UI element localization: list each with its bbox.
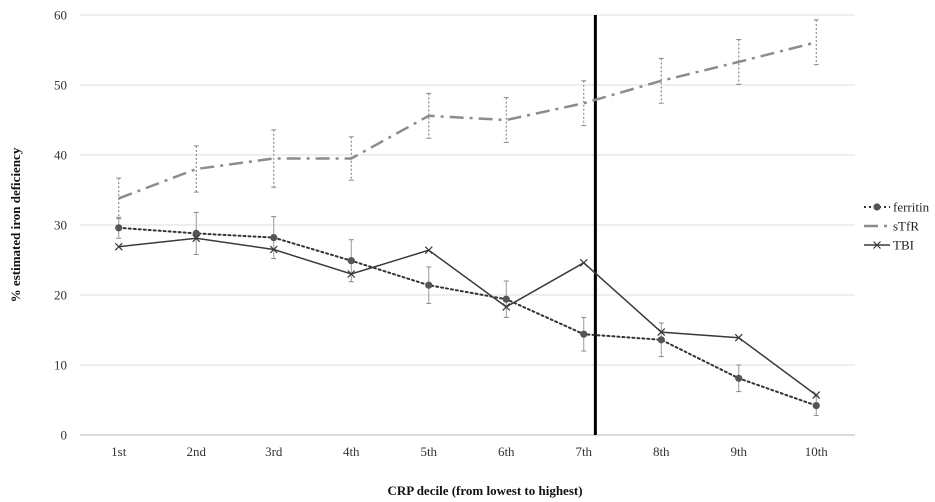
y-tick-label: 20 [54, 288, 67, 303]
x-marker-stroke [502, 302, 511, 311]
y-tick-label: 60 [54, 8, 67, 23]
stfr-error-bar [271, 129, 277, 188]
stfr-error-bar [813, 19, 819, 66]
x-tick-label: 5th [420, 444, 437, 459]
tbi-point [192, 234, 201, 243]
x-marker-stroke [657, 328, 666, 337]
x-tick-label: 7th [575, 444, 592, 459]
stfr-line [118, 41, 817, 200]
x-marker-stroke [424, 246, 433, 255]
tbi-point [657, 328, 666, 337]
y-axis-title: % estimated iron deficiency [8, 147, 23, 302]
x-marker-stroke [812, 391, 821, 400]
tbi-point [269, 245, 278, 254]
stfr-error-bar [736, 39, 742, 85]
tbi-point [579, 258, 588, 267]
ferritin-point [657, 336, 665, 344]
tbi-point [114, 242, 123, 251]
stfr-error-bar [193, 145, 199, 193]
legend-item-ferritin: ferritin [864, 200, 930, 215]
x-marker-stroke [114, 242, 123, 251]
y-tick-label: 50 [54, 78, 67, 93]
tbi-point [502, 302, 511, 311]
ferritin-point [347, 257, 355, 265]
y-tick-label: 0 [61, 428, 68, 443]
plot-area [114, 15, 821, 435]
ferritin-point [270, 234, 278, 242]
x-marker-stroke [269, 245, 278, 254]
ferritin-point [502, 295, 510, 303]
tbi-line [118, 237, 817, 396]
series-ferritin [115, 211, 820, 416]
x-marker-stroke [579, 258, 588, 267]
x-axis-title: CRP decile (from lowest to highest) [387, 483, 582, 498]
y-tick-label: 30 [54, 218, 67, 233]
legend-ferritin-point [873, 203, 881, 211]
legend-label: sTfR [893, 219, 919, 234]
ferritin-point [580, 330, 588, 338]
stfr-error-bar [581, 80, 587, 127]
x-marker-stroke [347, 270, 356, 278]
stfr-error-bar [503, 97, 509, 143]
x-tick-label: 10th [805, 444, 829, 459]
ferritin-point [812, 402, 820, 410]
tbi-point [812, 391, 821, 400]
tbi-point [734, 333, 743, 342]
y-tick-label: 10 [54, 358, 67, 373]
series-stfr [116, 19, 819, 220]
stfr-error-bar [658, 57, 664, 104]
x-tick-label: 2nd [187, 444, 207, 459]
gridlines [80, 14, 855, 436]
series-tbi [114, 234, 821, 400]
legend-tbi-point [873, 241, 881, 249]
legend-label: ferritin [893, 200, 930, 215]
x-tick-label: 6th [498, 444, 515, 459]
y-tick-label: 40 [54, 148, 67, 163]
tbi-point [424, 246, 433, 255]
legend-label: TBI [893, 238, 914, 253]
x-marker-stroke [192, 234, 201, 243]
legend-item-tbi: TBI [864, 238, 914, 253]
legend-item-stfr: sTfR [864, 219, 919, 234]
y-axis-ticks: 0 10 20 30 40 50 60 [54, 8, 67, 443]
ferritin-point [425, 281, 433, 289]
x-tick-label: 9th [730, 444, 747, 459]
x-tick-label: 3rd [265, 444, 283, 459]
x-marker-stroke [873, 241, 881, 249]
x-marker-stroke [734, 333, 743, 342]
ferritin-point [192, 229, 200, 237]
x-tick-label: 1st [111, 444, 127, 459]
x-tick-label: 8th [653, 444, 670, 459]
stfr-error-bar [426, 92, 432, 139]
ferritin-line [117, 226, 818, 407]
ferritin-point [115, 224, 123, 232]
legend: ferritin sTfR TBI [864, 200, 930, 253]
ferritin-point [735, 374, 743, 382]
x-axis-ticks: 1st 2nd 3rd 4th 5th 6th 7th 8th 9th 10th [111, 444, 828, 459]
x-tick-label: 4th [343, 444, 360, 459]
tbi-point [347, 270, 356, 278]
